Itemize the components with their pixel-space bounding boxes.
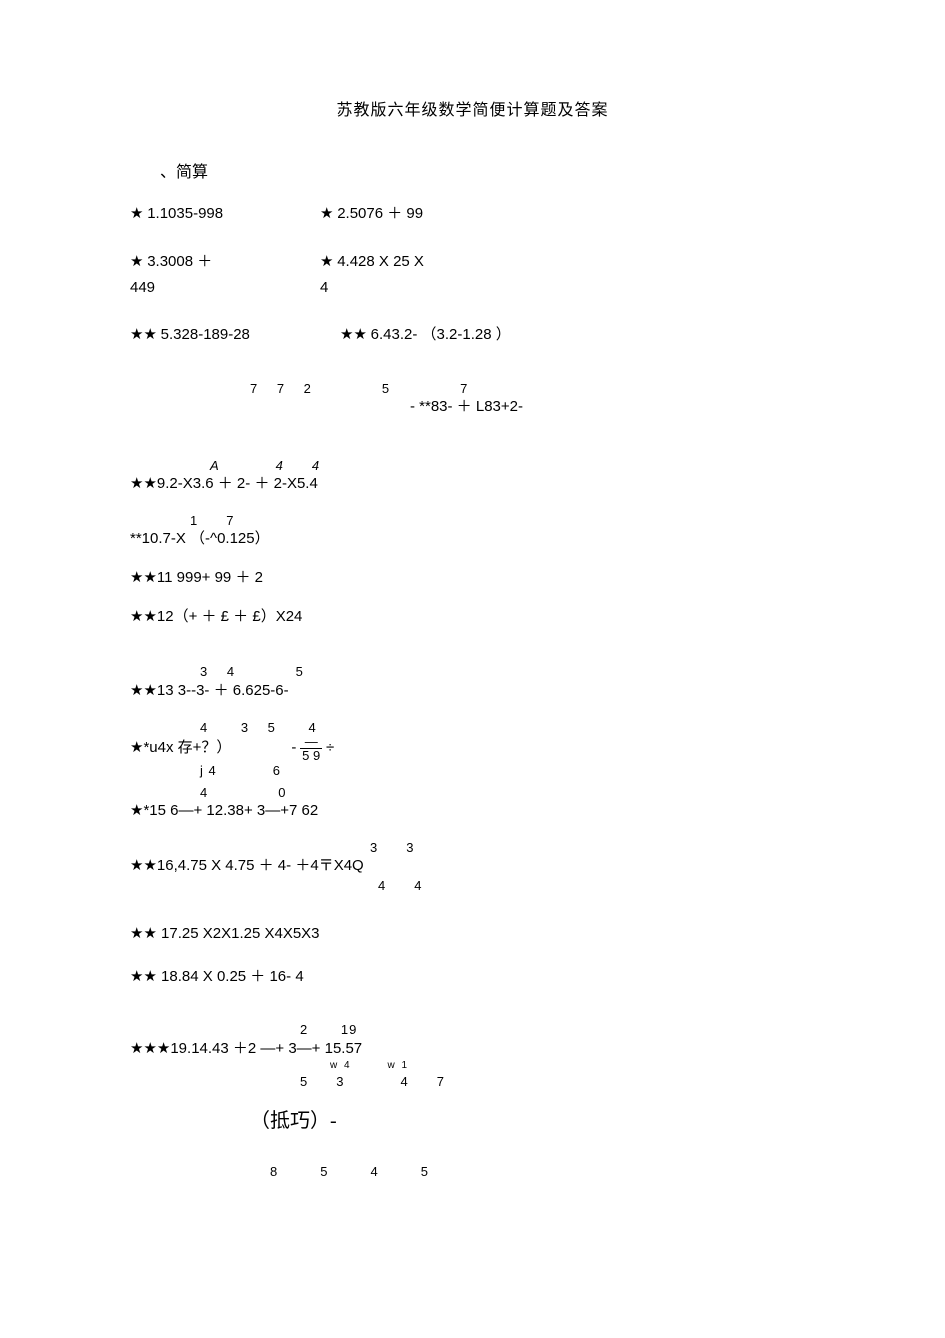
problem-cell: ★ 1.1035-998 bbox=[130, 203, 320, 225]
expression: 449 bbox=[130, 277, 320, 298]
expression: ★★13 3--3- ＋ 6.625-6- bbox=[130, 680, 815, 701]
expression: ★★11 999+ 99 ＋ 2 bbox=[130, 567, 815, 588]
fraction-numerator: — bbox=[300, 735, 322, 749]
problem-block: 3 3 ★★16,4.75 X 4.75 ＋ 4- ＋4〒X4Q 4 4 bbox=[130, 839, 815, 895]
problem-row: ★ 3.3008 ＋ ★ 4.428 X 25 X bbox=[130, 251, 815, 273]
problem-cell: ★★ 6.43.2- （3.2-1.28 ） bbox=[340, 324, 511, 346]
subscript-row: j 4 6 bbox=[200, 762, 815, 780]
expression: 5.328-189-28 bbox=[161, 326, 250, 343]
glyph: 〒 bbox=[319, 858, 334, 874]
expression-line: ★*u4x 存+？） - — 5 9 ÷ bbox=[130, 735, 815, 762]
problem-block: 3 4 5 ★★13 3--3- ＋ 6.625-6- bbox=[130, 663, 815, 700]
section-label: 、简算 bbox=[160, 162, 815, 184]
expression: ★★16,4.75 X 4.75 ＋ 4- ＋4 bbox=[130, 857, 319, 874]
expression: ★*u4x 存+？） - bbox=[130, 739, 296, 756]
expression: ★★ 17.25 X2X1.25 X4X5X3 bbox=[130, 923, 815, 944]
expression: ÷ bbox=[326, 739, 334, 756]
problem-row: ★ 1.1035-998 ★ 2.5076 ＋ 99 bbox=[130, 203, 815, 225]
subscript-row: 4 4 bbox=[378, 877, 815, 895]
expression: **10.7-X （-^0.125） bbox=[130, 528, 815, 549]
fraction: — 5 9 bbox=[300, 735, 322, 762]
expression: 2.5076 ＋ 99 bbox=[337, 205, 423, 222]
tiny-row: w 4 w 1 bbox=[330, 1059, 815, 1073]
problem-block: 4 0 ★*15 6—+ 12.38+ 3—+7 62 bbox=[130, 784, 815, 821]
expression: 4.428 X 25 X bbox=[337, 253, 424, 270]
problem-cell: ★★ 5.328-189-28 bbox=[130, 324, 340, 346]
problem-cell: ★ 2.5076 ＋ 99 bbox=[320, 203, 423, 225]
expression-line: ★★16,4.75 X 4.75 ＋ 4- ＋4〒X4Q bbox=[130, 855, 815, 877]
expression: 3.3008 ＋ bbox=[147, 253, 212, 270]
problem-block: A 4 4 ★★9.2-X3.6 ＋ 2- ＋ 2-X5.4 bbox=[130, 457, 815, 494]
expression: ★★12（+ ＋ £ ＋ £）X24 bbox=[130, 606, 815, 627]
expression: ★*15 6—+ 12.38+ 3—+7 62 bbox=[130, 800, 815, 821]
expression: 4 bbox=[320, 277, 328, 298]
star-icon: ★ bbox=[320, 205, 333, 222]
expression: ★★9.2-X3.6 ＋ 2- ＋ 2-X5.4 bbox=[130, 473, 815, 494]
problem-row: 449 4 bbox=[130, 277, 815, 298]
star-icon: ★ bbox=[320, 253, 333, 270]
expression: X4Q bbox=[334, 857, 364, 874]
fraction-denominator: 5 9 bbox=[300, 749, 322, 762]
expression: - **83- ＋ L83+2- bbox=[410, 396, 815, 417]
star-icon: ★★ bbox=[130, 326, 157, 343]
expression: 6.43.2- （3.2-1.28 ） bbox=[371, 326, 511, 343]
problem-block: 4 3 5 4 ★*u4x 存+？） - — 5 9 ÷ j 4 6 bbox=[130, 719, 815, 780]
expression: ★★★19.14.43 ＋2 —+ 3—+ 15.57 bbox=[130, 1038, 815, 1059]
page-title: 苏教版六年级数学简便计算题及答案 bbox=[130, 100, 815, 122]
star-icon: ★ bbox=[130, 205, 143, 222]
problem-row: ★★ 5.328-189-28 ★★ 6.43.2- （3.2-1.28 ） bbox=[130, 324, 815, 346]
subscript-row: 5 3 4 7 bbox=[300, 1073, 815, 1091]
problem-cell: ★ 3.3008 ＋ bbox=[130, 251, 320, 273]
document-page: 苏教版六年级数学简便计算题及答案 、简算 ★ 1.1035-998 ★ 2.50… bbox=[0, 0, 945, 1338]
problem-block: 7 7 2 5 7 - **83- ＋ L83+2- bbox=[130, 380, 815, 417]
expression: 1.1035-998 bbox=[147, 205, 223, 222]
expression: ★★ 18.84 X 0.25 ＋ 16- 4 bbox=[130, 966, 815, 987]
star-icon: ★ bbox=[130, 253, 143, 270]
problem-block: 1 7 **10.7-X （-^0.125） bbox=[130, 512, 815, 549]
problem-block: 2 19 ★★★19.14.43 ＋2 —+ 3—+ 15.57 w 4 w 1… bbox=[130, 1021, 815, 1090]
hint-text: （抵巧）- bbox=[250, 1107, 815, 1135]
star-icon: ★★ bbox=[340, 326, 367, 343]
problem-cell: ★ 4.428 X 25 X bbox=[320, 251, 424, 273]
tail-row: 8 5 4 5 bbox=[270, 1163, 815, 1181]
